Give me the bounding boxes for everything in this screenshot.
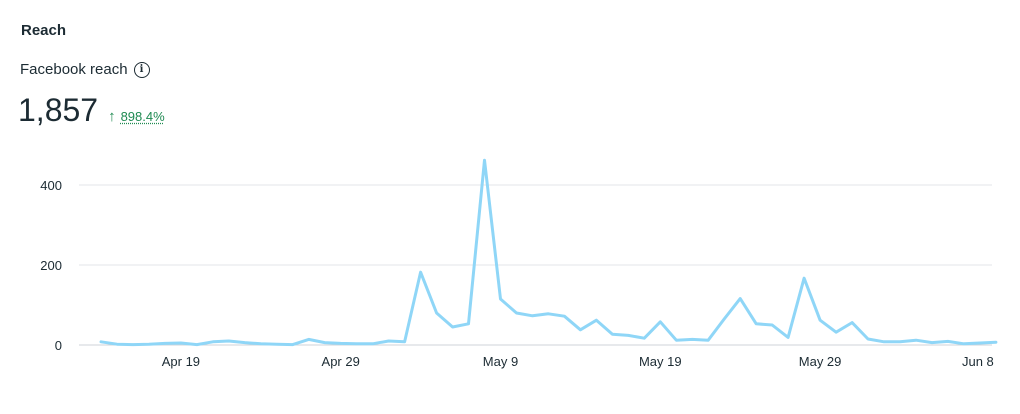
x-tick-label: Apr 29: [322, 354, 360, 369]
metric-label-row: Facebook reach i: [20, 61, 150, 78]
x-tick-label: Jun 8: [962, 354, 994, 369]
series-line: [99, 158, 998, 347]
metric-label: Facebook reach: [20, 61, 128, 78]
x-tick-label: May 9: [483, 354, 518, 369]
info-icon[interactable]: i: [133, 61, 150, 78]
metric-value: 1,857: [18, 92, 99, 128]
change-percentage[interactable]: 898.4%: [120, 109, 165, 124]
x-tick-label: Apr 19: [162, 354, 200, 369]
x-tick-label: May 29: [799, 354, 842, 369]
y-tick-label: 0: [55, 338, 62, 353]
y-tick-label: 400: [40, 178, 62, 193]
arrow-up-icon: ↑: [108, 108, 116, 125]
x-tick-label: May 19: [639, 354, 682, 369]
y-tick-label: 200: [40, 258, 62, 273]
metric-summary: 1,857 ↑ 898.4%: [18, 92, 165, 129]
change-indicator: ↑ 898.4%: [108, 108, 165, 125]
section-title: Reach: [21, 22, 67, 39]
